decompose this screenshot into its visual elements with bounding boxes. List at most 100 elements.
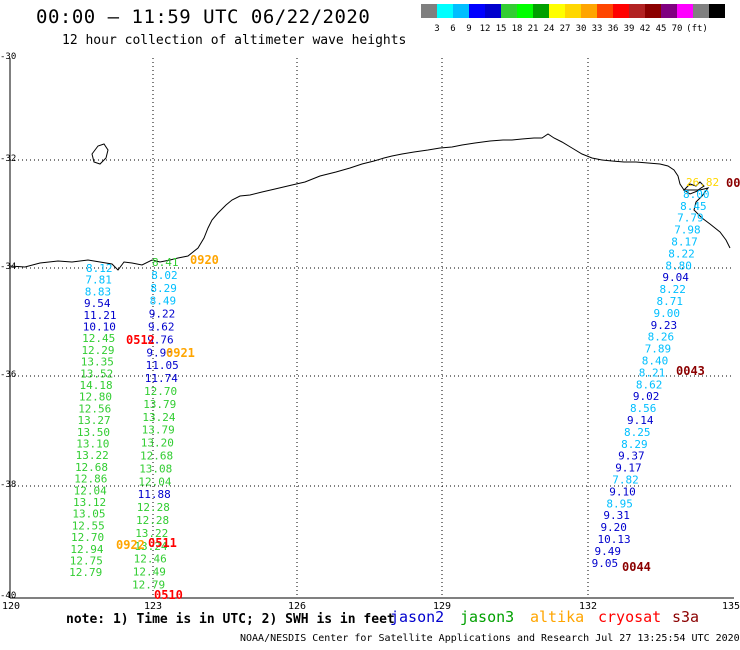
wave-height-value: 8.83 xyxy=(85,285,112,298)
wave-height-value: 8.29 xyxy=(621,438,648,451)
legend-label: 9 xyxy=(466,24,471,34)
legend-swatch xyxy=(453,4,469,18)
footer-note: note: 1) Time is in UTC; 2) SWH is in fe… xyxy=(66,612,395,627)
legend-label: 18 xyxy=(512,24,523,34)
wave-height-value: 13.50 xyxy=(77,426,110,439)
lon-label-126: 126 xyxy=(288,601,307,612)
legend-swatch xyxy=(501,4,517,18)
legend-swatch xyxy=(421,4,437,18)
lon-label-132: 132 xyxy=(579,601,598,612)
wave-height-value: 9.02 xyxy=(633,390,660,403)
wave-height-value: 9.04 xyxy=(662,271,689,284)
legend-swatch xyxy=(565,4,581,18)
wave-height-value: 12.86 xyxy=(74,473,107,486)
wave-height-value: 8.29 xyxy=(150,282,177,295)
wave-height-value: 12.45 xyxy=(82,332,115,345)
lat-label-38: -38 xyxy=(0,480,17,490)
wave-height-value: 8.22 xyxy=(659,283,686,296)
wave-height-value: 8.12 xyxy=(86,262,113,275)
legend-swatch xyxy=(709,4,725,18)
lon-label-129: 129 xyxy=(433,601,452,612)
wave-height-value: 9.05 xyxy=(592,557,619,570)
lat-label-32: -32 xyxy=(0,154,17,164)
wave-height-value: 9.62 xyxy=(148,321,175,334)
wave-height-value: 8.62 xyxy=(636,378,663,391)
wave-height-value: 12.28 xyxy=(137,501,170,514)
wave-height-value: 12.79 xyxy=(132,579,165,592)
wave-height-value: 12.55 xyxy=(72,519,105,532)
lat-label-30: -30 xyxy=(0,52,17,62)
wave-height-value: 8.40 xyxy=(642,355,669,368)
sat-jason2: jason2 xyxy=(390,608,445,626)
legend-swatch xyxy=(629,4,645,18)
pass-time-label: 0920 xyxy=(190,253,219,267)
lon-label-135: 135 xyxy=(722,601,740,612)
wave-height-value: 12.75 xyxy=(70,555,103,568)
wave-height-value: 8.80 xyxy=(665,259,692,272)
sat-s3a: s3a xyxy=(672,608,700,626)
wave-height-value: 11.21 xyxy=(83,309,116,322)
pass-time-label: 0511 xyxy=(148,536,177,550)
wave-height-value: 13.79 xyxy=(142,424,175,437)
track-west-a: 8.127.818.839.5411.2110.1012.4512.2913.3… xyxy=(69,262,116,579)
wave-height-value: 12.79 xyxy=(69,566,102,579)
wave-height-value: 9.00 xyxy=(654,307,681,320)
wave-height-value: 12.70 xyxy=(71,531,104,544)
wave-height-value: 12.68 xyxy=(75,461,108,474)
legend-swatch xyxy=(597,4,613,18)
legend-label: 33 xyxy=(592,24,603,34)
wave-height-value: 12.04 xyxy=(74,484,107,497)
wave-height-value: 11.74 xyxy=(145,372,178,385)
wave-height-value: 7.98 xyxy=(674,224,701,237)
lat-label-36: -36 xyxy=(0,370,17,380)
pass-time-label: 0512 xyxy=(126,333,155,347)
wave-height-value: 13.08 xyxy=(139,462,172,475)
legend-label: 3 xyxy=(434,24,439,34)
wave-height-value: 12.04 xyxy=(138,475,171,488)
wave-height-value: 9.37 xyxy=(618,450,645,463)
sat-cryosat: cryosat xyxy=(598,608,662,626)
wave-height-value: 13.20 xyxy=(141,437,174,450)
wave-height-value: 8.25 xyxy=(624,426,651,439)
wave-height-value: 13.24 xyxy=(142,411,175,424)
legend-label: (ft) xyxy=(686,24,708,34)
wave-height-value: 12.68 xyxy=(140,450,173,463)
wave-height-value: 26.82 xyxy=(686,176,719,189)
legend-label: 36 xyxy=(608,24,619,34)
pass-time-label: 00 xyxy=(726,176,740,190)
legend-label: 70 xyxy=(672,24,683,34)
wave-height-value: 9.23 xyxy=(651,319,678,332)
pass-time-labels: 0920 0921 0512 0922 0511 0510 0043 0044 00 xyxy=(116,176,740,602)
wave-height-value: 9.76 xyxy=(147,333,174,346)
wave-height-value: 9.22 xyxy=(149,308,176,321)
wave-height-value: 9.10 xyxy=(609,485,636,498)
lat-label-40: -40 xyxy=(0,591,17,601)
wave-height-value: 9.96 xyxy=(146,346,173,359)
pass-time-label: 0044 xyxy=(622,560,651,574)
wave-height-value: 11.88 xyxy=(138,488,171,501)
wave-height-value: 8.02 xyxy=(151,269,178,282)
wave-height-value: 13.12 xyxy=(73,496,106,509)
wave-height-value: 8.21 xyxy=(639,366,666,379)
legend-label: 6 xyxy=(450,24,455,34)
wave-height-value: 9.49 xyxy=(595,545,622,558)
map-title: 00:00 – 11:59 UTC 06/22/2020 xyxy=(36,6,371,28)
altimeter-map: 8.127.818.839.5411.2110.1012.4512.2913.3… xyxy=(9,58,740,602)
wave-height-value: 13.79 xyxy=(143,398,176,411)
wave-height-value: 13.22 xyxy=(135,527,168,540)
track-labels: 8.127.818.839.5411.2110.1012.4512.2913.3… xyxy=(69,176,719,592)
legend-swatch xyxy=(517,4,533,18)
legend-swatch xyxy=(613,4,629,18)
legend-swatch xyxy=(533,4,549,18)
wave-height-value: 8.49 xyxy=(150,295,177,308)
wave-height-value: 13.05 xyxy=(72,508,105,521)
wave-height-value: 8.71 xyxy=(657,295,684,308)
wave-height-value: 12.46 xyxy=(134,553,167,566)
kangaroo-island xyxy=(682,181,705,191)
archipelago-island xyxy=(91,143,109,165)
pass-time-label: 0922 xyxy=(116,538,145,552)
wave-height-value: 9.20 xyxy=(600,521,627,534)
legend-label: 39 xyxy=(624,24,635,34)
wave-height-legend: 3 6 9 12 15 18 21 24 27 30 33 36 39 42 45 70 (ft) xyxy=(421,4,725,34)
legend-swatch xyxy=(581,4,597,18)
